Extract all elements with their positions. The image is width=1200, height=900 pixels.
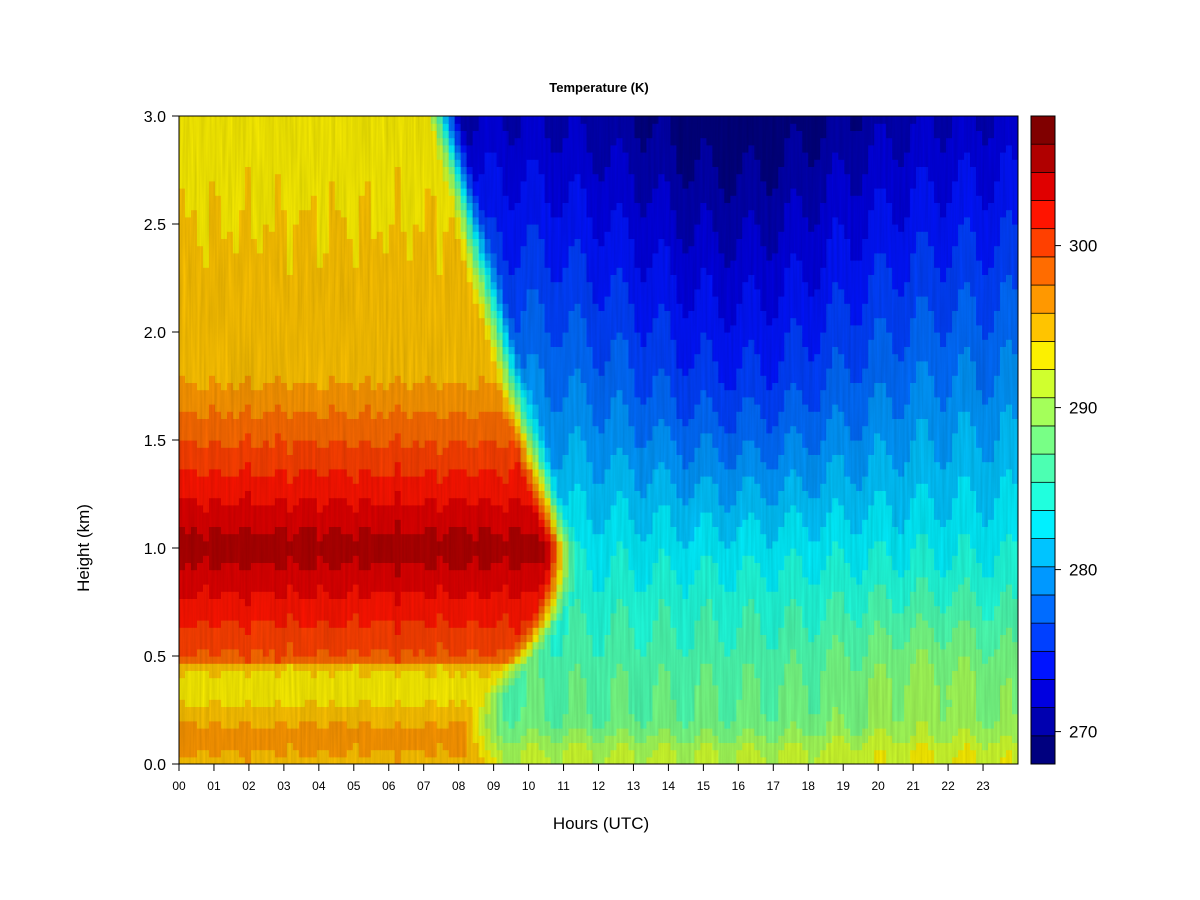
chart-title: Temperature (K) <box>549 80 648 95</box>
heatmap-plot-area <box>179 116 1018 764</box>
